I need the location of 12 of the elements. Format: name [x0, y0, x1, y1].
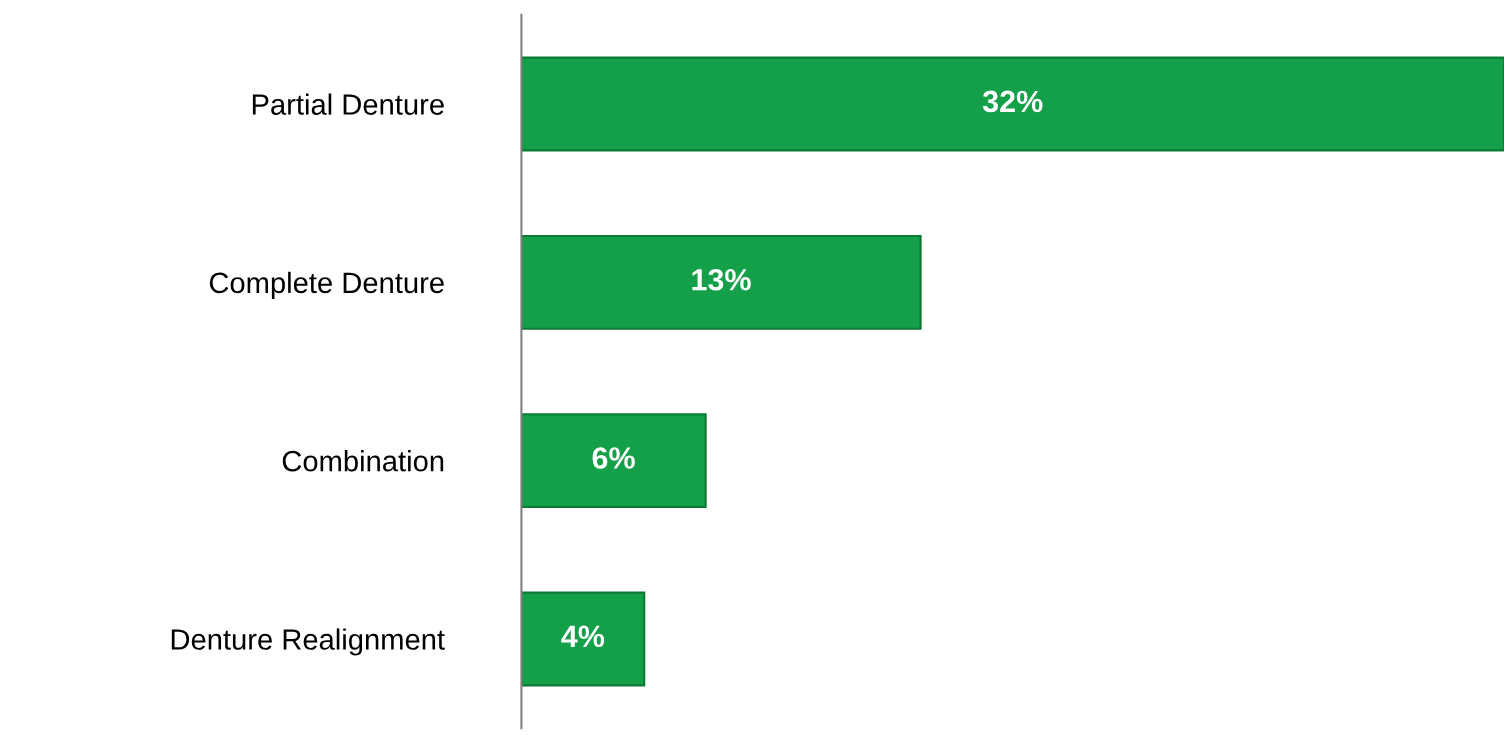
- bar: [521, 56, 1504, 152]
- y-tick-label: Complete Denture: [209, 271, 444, 299]
- y-tick-label: Partial Denture: [252, 93, 444, 115]
- data-label: 4%: [561, 625, 605, 648]
- bar: [521, 234, 922, 330]
- y-tick-label: Combination: [282, 450, 444, 472]
- data-label: 13%: [692, 268, 751, 291]
- data-label: 32%: [982, 90, 1043, 113]
- y-tick-label: Denture Realignment: [171, 628, 445, 656]
- data-label: 6%: [592, 447, 635, 469]
- bar: [521, 591, 646, 687]
- bar: [521, 413, 707, 509]
